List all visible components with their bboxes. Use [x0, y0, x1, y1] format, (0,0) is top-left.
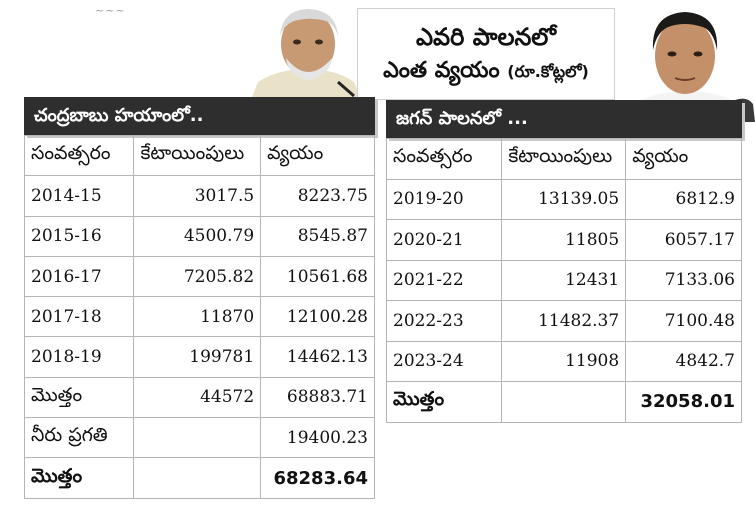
- table-row: 2016-17 7205.82 10561.68: [23, 255, 375, 298]
- jagan-table-title: జగన్ పాలనలో ...: [386, 100, 742, 138]
- allocation-cell: 11870: [133, 296, 262, 338]
- table-row: 2017-18 11870 12100.28: [23, 296, 375, 338]
- year-cell: 2022-23: [385, 300, 503, 342]
- table-header-row: సంవత్సరం కేటాయింపులు వ్యయం: [23, 134, 375, 177]
- table-row: 2018-19 199781 14462.13: [23, 336, 375, 378]
- headline-line1: ఎవరి పాలనలో: [415, 22, 557, 51]
- allocation-cell: 44572: [133, 376, 262, 419]
- header-allocation: కేటాయింపులు: [501, 138, 627, 180]
- table-row: 2023-24 11908 4842.7: [385, 340, 742, 382]
- expenditure-cell: 7133.06: [625, 259, 742, 301]
- allocation-cell: 3017.5: [133, 175, 262, 217]
- headline-line2: ఎంత వ్యయం (రూ.కోట్లలో): [383, 54, 589, 89]
- expenditure-cell: 12100.28: [260, 296, 375, 338]
- total-value: 68283.64: [260, 457, 375, 499]
- allocation-cell: 11908: [501, 340, 627, 382]
- year-cell: 2023-24: [385, 340, 503, 382]
- header-expenditure: వ్యయం: [625, 138, 742, 180]
- table-total-row: మొత్తం 68283.64: [23, 457, 375, 499]
- year-cell: 2021-22: [385, 259, 503, 301]
- expenditure-cell: 4842.7: [625, 340, 742, 382]
- expenditure-cell: 14462.13: [260, 336, 375, 378]
- total-label: మొత్తం: [23, 457, 135, 499]
- year-cell: 2018-19: [23, 336, 135, 378]
- expenditure-cell: 19400.23: [260, 417, 375, 459]
- empty-cell: [133, 457, 262, 499]
- table-row: 2020-21 11805 6057.17: [385, 219, 742, 261]
- allocation-cell: 7205.82: [133, 255, 262, 298]
- total-label: మొత్తం: [385, 381, 503, 423]
- total-value: 32058.01: [625, 381, 742, 423]
- table-row: మొత్తం 44572 68883.71: [23, 376, 375, 419]
- headline-line2-main: ఎంత వ్యయం: [383, 57, 500, 83]
- year-cell: 2020-21: [385, 219, 503, 261]
- header-year: సంవత్సరం: [23, 134, 135, 177]
- year-cell: 2017-18: [23, 296, 135, 338]
- table-total-row: మొత్తం 32058.01: [385, 381, 742, 423]
- person-portrait-icon: [250, 9, 362, 102]
- neeru-pragathi-label: నీరు ప్రగతి: [23, 417, 135, 459]
- background-smudge: ~~~: [95, 4, 126, 17]
- headline-unit: (రూ.కోట్లలో): [507, 61, 589, 81]
- expenditure-cell: 8545.87: [260, 215, 375, 257]
- table-row: 2015-16 4500.79 8545.87: [23, 215, 375, 257]
- expenditure-cell: 68883.71: [260, 376, 375, 419]
- expenditure-cell: 6812.9: [625, 178, 742, 220]
- table-row: 2019-20 13139.05 6812.9: [385, 178, 742, 220]
- year-cell: 2016-17: [23, 255, 135, 298]
- table-row: 2022-23 11482.37 7100.48: [385, 300, 742, 342]
- expenditure-cell: 6057.17: [625, 219, 742, 261]
- header-year: సంవత్సరం: [385, 138, 503, 180]
- allocation-cell: 199781: [133, 336, 262, 378]
- chandrababu-table-panel: చంద్రబాబు హయాంలో.. సంవత్సరం కేటాయింపులు …: [23, 97, 375, 499]
- table-row: నీరు ప్రగతి 19400.23: [23, 417, 375, 459]
- allocation-cell: 11805: [501, 219, 627, 261]
- allocation-cell: 11482.37: [501, 300, 627, 342]
- table-row: 2021-22 12431 7133.06: [385, 259, 742, 301]
- chandrababu-table: సంవత్సరం కేటాయింపులు వ్యయం 2014-15 3017.…: [23, 134, 375, 499]
- empty-cell: [501, 381, 627, 423]
- header-expenditure: వ్యయం: [260, 134, 375, 177]
- chandrababu-table-title: చంద్రబాబు హయాంలో..: [24, 97, 375, 135]
- jagan-table: సంవత్సరం కేటాయింపులు వ్యయం 2019-20 13139…: [385, 138, 742, 423]
- allocation-cell: 13139.05: [501, 178, 627, 220]
- portrait-chandrababu: [250, 0, 362, 102]
- allocation-cell: [133, 417, 262, 459]
- allocation-cell: 12431: [501, 259, 627, 301]
- table-header-row: సంవత్సరం కేటాయింపులు వ్యయం: [385, 138, 742, 180]
- headline-box: ఎవరి పాలనలో ఎంత వ్యయం (రూ.కోట్లలో): [357, 8, 615, 100]
- year-cell: 2014-15: [23, 175, 135, 217]
- year-cell: 2015-16: [23, 215, 135, 257]
- expenditure-cell: 7100.48: [625, 300, 742, 342]
- table-row: 2014-15 3017.5 8223.75: [23, 175, 375, 217]
- header-allocation: కేటాయింపులు: [133, 134, 262, 177]
- subtotal-label: మొత్తం: [23, 376, 135, 419]
- jagan-table-panel: జగన్ పాలనలో ... సంవత్సరం కేటాయింపులు వ్య…: [385, 100, 742, 426]
- allocation-cell: 4500.79: [133, 215, 262, 257]
- year-cell: 2019-20: [385, 178, 503, 220]
- expenditure-cell: 8223.75: [260, 175, 375, 217]
- expenditure-cell: 10561.68: [260, 255, 375, 298]
